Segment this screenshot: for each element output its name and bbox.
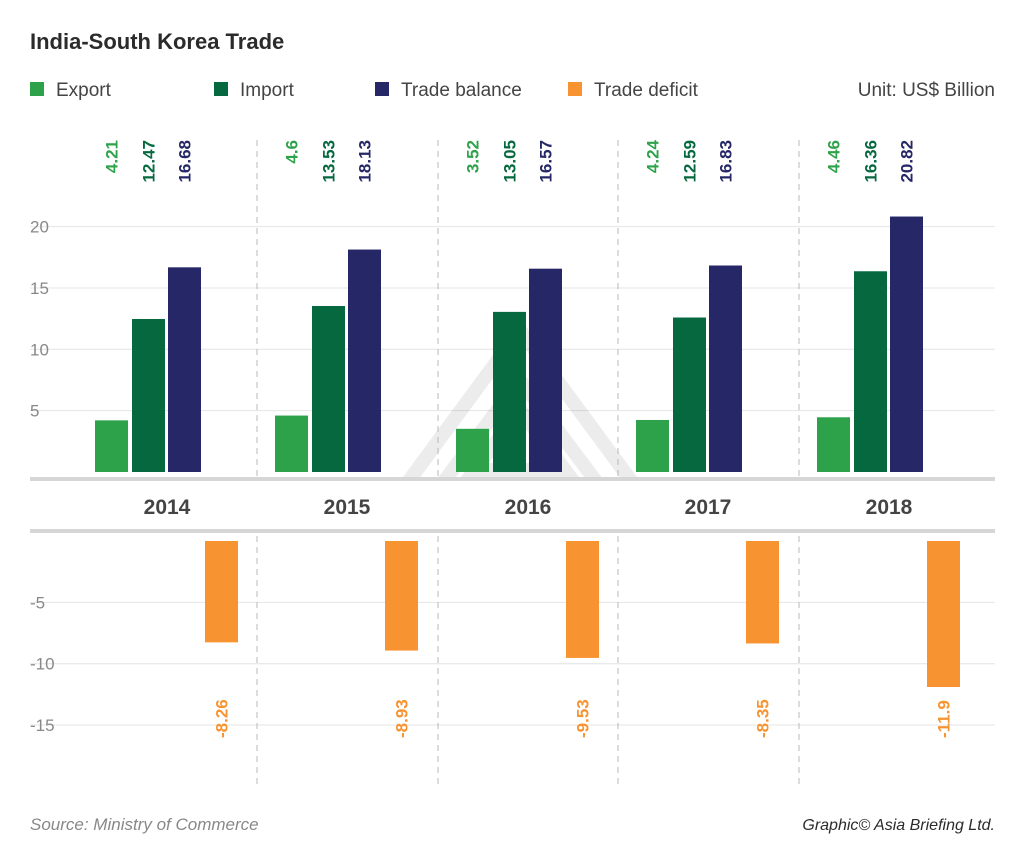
legend-label-1: Import	[240, 80, 295, 101]
legend-label-2: Trade balance	[401, 80, 522, 101]
legend-swatch-3	[568, 82, 582, 96]
import-label-2016: 13.05	[501, 140, 520, 183]
import-label-2017: 12.59	[681, 140, 700, 183]
trade-deficit-label-2014: -8.26	[213, 699, 232, 738]
year-band: 2014 2015 2016 2017 2018	[30, 477, 995, 533]
legend-label-3: Trade deficit	[594, 80, 699, 101]
lower-tick-label: -5	[30, 593, 45, 612]
lower-tick-label: -15	[30, 716, 55, 735]
export-bar-2014	[95, 420, 128, 472]
trade-balance-label-2014: 16.68	[176, 140, 195, 183]
year-separators	[256, 140, 800, 785]
upper-tick-label: 5	[30, 402, 39, 421]
import-bar-2016	[493, 311, 526, 472]
trade-deficit-label-2018: -11.9	[935, 700, 954, 738]
upper-tick-label: 15	[30, 279, 49, 298]
chart-title: India-South Korea Trade	[30, 29, 284, 54]
value-labels: 4.21 12.47 16.68 -8.26 4.6 13.53 18.13 -8.93 3.5…	[103, 139, 954, 738]
export-bar-2015	[275, 415, 308, 472]
import-bar-2017	[673, 317, 706, 472]
export-label-2018: 4.46	[825, 140, 844, 173]
credit-note: Graphic© Asia Briefing Ltd.	[802, 817, 995, 834]
legend-swatch-0	[30, 82, 44, 96]
bars	[95, 216, 960, 688]
export-bar-2016	[456, 428, 489, 472]
trade-deficit-bar-2018	[927, 541, 960, 688]
export-label-2017: 4.24	[644, 139, 663, 173]
year-label-2017: 2017	[685, 496, 732, 519]
trade-balance-bar-2015	[348, 249, 381, 472]
trade-deficit-bar-2014	[205, 541, 238, 643]
upper-tick-label: 10	[30, 340, 49, 359]
year-label-2016: 2016	[505, 496, 552, 519]
trade-balance-bar-2017	[709, 265, 742, 472]
year-label-2018: 2018	[866, 496, 913, 519]
import-label-2014: 12.47	[140, 140, 159, 183]
export-label-2015: 4.6	[283, 140, 302, 164]
trade-balance-bar-2018	[890, 216, 923, 472]
upper-tick-label: 20	[30, 218, 49, 237]
unit-label: Unit: US$ Billion	[858, 80, 995, 101]
export-bar-2017	[636, 419, 669, 472]
trade-deficit-label-2016: -9.53	[574, 699, 593, 738]
lower-y-axis: -5 -10 -15	[30, 593, 55, 735]
legend-label-0: Export	[56, 80, 112, 101]
import-bar-2018	[854, 271, 887, 472]
year-band-bg	[30, 478, 995, 532]
trade-balance-bar-2014	[168, 267, 201, 472]
trade-balance-label-2017: 16.83	[717, 140, 736, 183]
import-label-2018: 16.36	[862, 140, 881, 183]
trade-balance-bar-2016	[529, 268, 562, 472]
trade-balance-label-2015: 18.13	[356, 140, 375, 183]
export-bar-2018	[817, 417, 850, 472]
trade-deficit-label-2015: -8.93	[393, 699, 412, 738]
trade-deficit-label-2017: -8.35	[754, 699, 773, 738]
export-label-2014: 4.21	[103, 140, 122, 173]
year-label-2014: 2014	[144, 496, 191, 519]
trade-deficit-bar-2017	[746, 541, 779, 644]
import-bar-2015	[312, 305, 345, 472]
export-label-2016: 3.52	[464, 140, 483, 173]
legend: Export Import Trade balance Trade deficit	[30, 80, 699, 101]
lower-tick-label: -10	[30, 655, 55, 674]
import-label-2015: 13.53	[320, 140, 339, 183]
source-note: Source: Ministry of Commerce	[30, 815, 259, 834]
trade-balance-label-2016: 16.57	[537, 140, 556, 183]
legend-swatch-1	[214, 82, 228, 96]
trade-deficit-bar-2016	[566, 541, 599, 658]
legend-swatch-2	[375, 82, 389, 96]
trade-deficit-bar-2015	[385, 541, 418, 651]
year-label-2015: 2015	[324, 496, 371, 519]
import-bar-2014	[132, 318, 165, 472]
trade-balance-label-2018: 20.82	[898, 140, 917, 183]
upper-y-axis: 5 10 15 20	[30, 218, 49, 421]
